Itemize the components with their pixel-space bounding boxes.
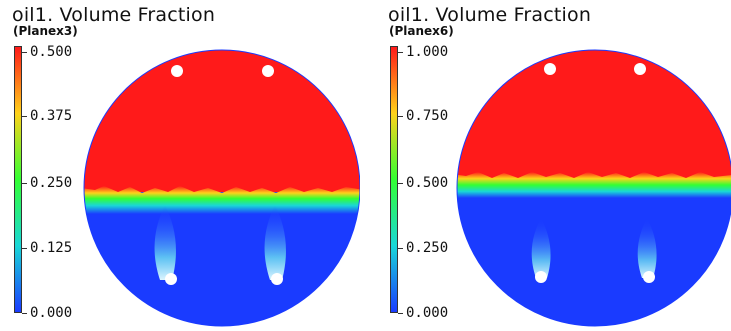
hole: [535, 271, 547, 283]
hole: [643, 271, 655, 283]
colorbar-tick: [22, 313, 27, 314]
hole: [171, 65, 183, 77]
panel-subtitle: (Planex6): [389, 24, 454, 38]
colorbar-tick: [398, 183, 403, 184]
panel-planex3: oil1. Volume Fraction (Planex3) 0.500 0.…: [0, 0, 360, 331]
colorbar-tick-label: 0.250: [406, 240, 449, 256]
colorbar-tick: [398, 248, 403, 249]
panel-planex6: oil1. Volume Fraction (Planex6) 1.000 0.…: [376, 0, 731, 331]
hole: [634, 63, 646, 75]
colorbar-tick: [22, 116, 27, 117]
colorbar-tick: [22, 248, 27, 249]
hole: [165, 273, 177, 285]
colorbar: [14, 46, 22, 313]
hole: [262, 65, 274, 77]
colorbar-tick: [398, 116, 403, 117]
colorbar-tick-label: 0.000: [406, 305, 449, 321]
colorbar-tick-label: 0.500: [406, 175, 449, 191]
colorbar-tick-label: 0.250: [30, 175, 73, 191]
colorbar-tick-label: 0.000: [30, 305, 73, 321]
colorbar-tick-label: 0.375: [30, 108, 73, 124]
panel-title: oil1. Volume Fraction: [12, 4, 216, 26]
colorbar-tick: [398, 52, 403, 53]
panel-subtitle: (Planex3): [13, 24, 78, 38]
colorbar: [390, 46, 398, 313]
hole: [544, 63, 556, 75]
colorbar-tick: [22, 183, 27, 184]
colorbar-tick-label: 0.750: [406, 108, 449, 124]
colorbar-tick: [22, 52, 27, 53]
contour-plot: [83, 49, 360, 327]
hole: [271, 273, 283, 285]
colorbar-tick: [398, 313, 403, 314]
colorbar-tick-label: 0.125: [30, 240, 73, 256]
panel-title: oil1. Volume Fraction: [388, 4, 592, 26]
colorbar-tick-label: 1.000: [406, 44, 449, 60]
contour-plot: [456, 49, 731, 327]
colorbar-tick-label: 0.500: [30, 44, 73, 60]
